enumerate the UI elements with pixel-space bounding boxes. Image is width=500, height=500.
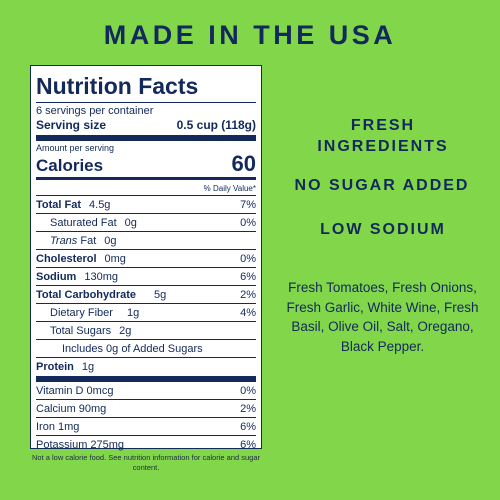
nutrient-dv: 6% (240, 270, 256, 283)
nutrient-row-saturated-fat: Saturated Fat 0g 0% (36, 214, 256, 232)
vitamin-dv: 0% (240, 384, 256, 397)
vitamin-name: Potassium 275mg (36, 438, 125, 451)
label-footnote: Not a low calorie food. See nutrition in… (31, 453, 261, 472)
vitamin-row: Iron 1mg 6% (36, 418, 256, 436)
claim-fresh-line1: FRESH (350, 117, 416, 134)
nutrient-amount: 1g (126, 306, 140, 319)
vitamins-section: Vitamin D 0mcg 0% Calcium 90mg 2% Iron 1… (36, 382, 256, 453)
nutrient-name: Total Sugars (50, 324, 112, 337)
nutrient-dv: 7% (240, 198, 256, 211)
vitamin-dv: 6% (240, 420, 256, 433)
nutrient-dv: 2% (240, 288, 256, 301)
nutrient-row-dietary-fiber: Dietary Fiber 1g 4% (36, 304, 256, 322)
calories-value: 60 (231, 151, 256, 176)
calories-row: Calories 60 (36, 153, 256, 175)
nutrient-name-suffix: Fat (77, 234, 97, 247)
nutrient-amount: 2g (119, 324, 132, 337)
vitamin-dv: 6% (240, 438, 256, 451)
nutrient-row-total-sugars: Total Sugars 2g (36, 322, 256, 340)
serving-size-label: Serving size (36, 118, 107, 132)
nutrient-name: Trans (50, 234, 78, 247)
nutrient-dv: 0% (240, 216, 256, 229)
vitamin-name: Vitamin D 0mcg (36, 384, 114, 397)
nutrient-row-total-carbohydrate: Total Carbohydrate 5g 2% (36, 286, 256, 304)
nutrient-dv: 0% (240, 252, 256, 265)
nutrition-facts-label: Nutrition Facts 6 servings per container… (30, 65, 262, 451)
claim-no-sugar-added: NO SUGAR ADDED (294, 177, 470, 194)
serving-size-row: Serving size 0.5 cup (118g) (36, 118, 256, 132)
nutrient-amount: 130mg (84, 270, 118, 283)
vitamin-name: Iron 1mg (36, 420, 80, 433)
nutrient-name: Protein (36, 360, 74, 373)
nutrient-name: Sodium (36, 270, 77, 283)
nutrient-name: Includes 0g of Added Sugars (62, 342, 203, 355)
nutrient-row-cholesterol: Cholesterol 0mg 0% (36, 250, 256, 268)
servings-per-container: 6 servings per container (36, 105, 154, 117)
nutrient-amount: 0g (124, 216, 137, 229)
nutrient-amount: 0g (104, 234, 117, 247)
nutrient-row-total-fat: Total Fat 4.5g 7% (36, 196, 256, 214)
nutrient-row-trans-fat: Trans Fat 0g (36, 232, 256, 250)
nutrient-row-sodium: Sodium 130mg 6% (36, 268, 256, 286)
nutrient-name: Total Carbohydrate (36, 288, 137, 301)
vitamin-row: Vitamin D 0mcg 0% (36, 382, 256, 400)
nutrient-name: Dietary Fiber (50, 306, 113, 319)
vitamin-row: Potassium 275mg 6% (36, 436, 256, 453)
nutrient-name: Cholesterol (36, 252, 97, 265)
calories-label: Calories (36, 156, 104, 175)
vitamin-name: Calcium 90mg (36, 402, 107, 415)
nutrient-row-protein: Protein 1g (36, 358, 256, 375)
nutrient-dv: 4% (240, 306, 256, 319)
headline: MADE IN THE USA (103, 20, 397, 50)
daily-value-header: % Daily Value* (36, 182, 256, 196)
vitamin-dv: 2% (240, 402, 256, 415)
nutrient-amount: 0mg (104, 252, 126, 265)
amount-per-serving: Amount per serving (36, 143, 115, 153)
nutrient-name: Saturated Fat (50, 216, 117, 229)
vitamin-row: Calcium 90mg 2% (36, 400, 256, 418)
nutrition-facts-title: Nutrition Facts (36, 73, 199, 99)
serving-size-value: 0.5 cup (118g) (176, 118, 256, 132)
claim-fresh-line2: INGREDIENTS (317, 138, 449, 155)
claim-fresh-ingredients: FRESH INGREDIENTS (283, 115, 483, 157)
nutrient-amount: 1g (81, 360, 95, 373)
claim-low-sodium: LOW SODIUM (320, 221, 446, 238)
nutrient-amount: 5g (154, 288, 167, 301)
nutrient-row-added-sugars: Includes 0g of Added Sugars (36, 340, 256, 358)
nutrient-amount: 4.5g (89, 198, 111, 211)
nutrient-name: Total Fat (36, 198, 82, 211)
ingredients-list: Fresh Tomatoes, Fresh Onions, Fresh Garl… (286, 280, 479, 354)
